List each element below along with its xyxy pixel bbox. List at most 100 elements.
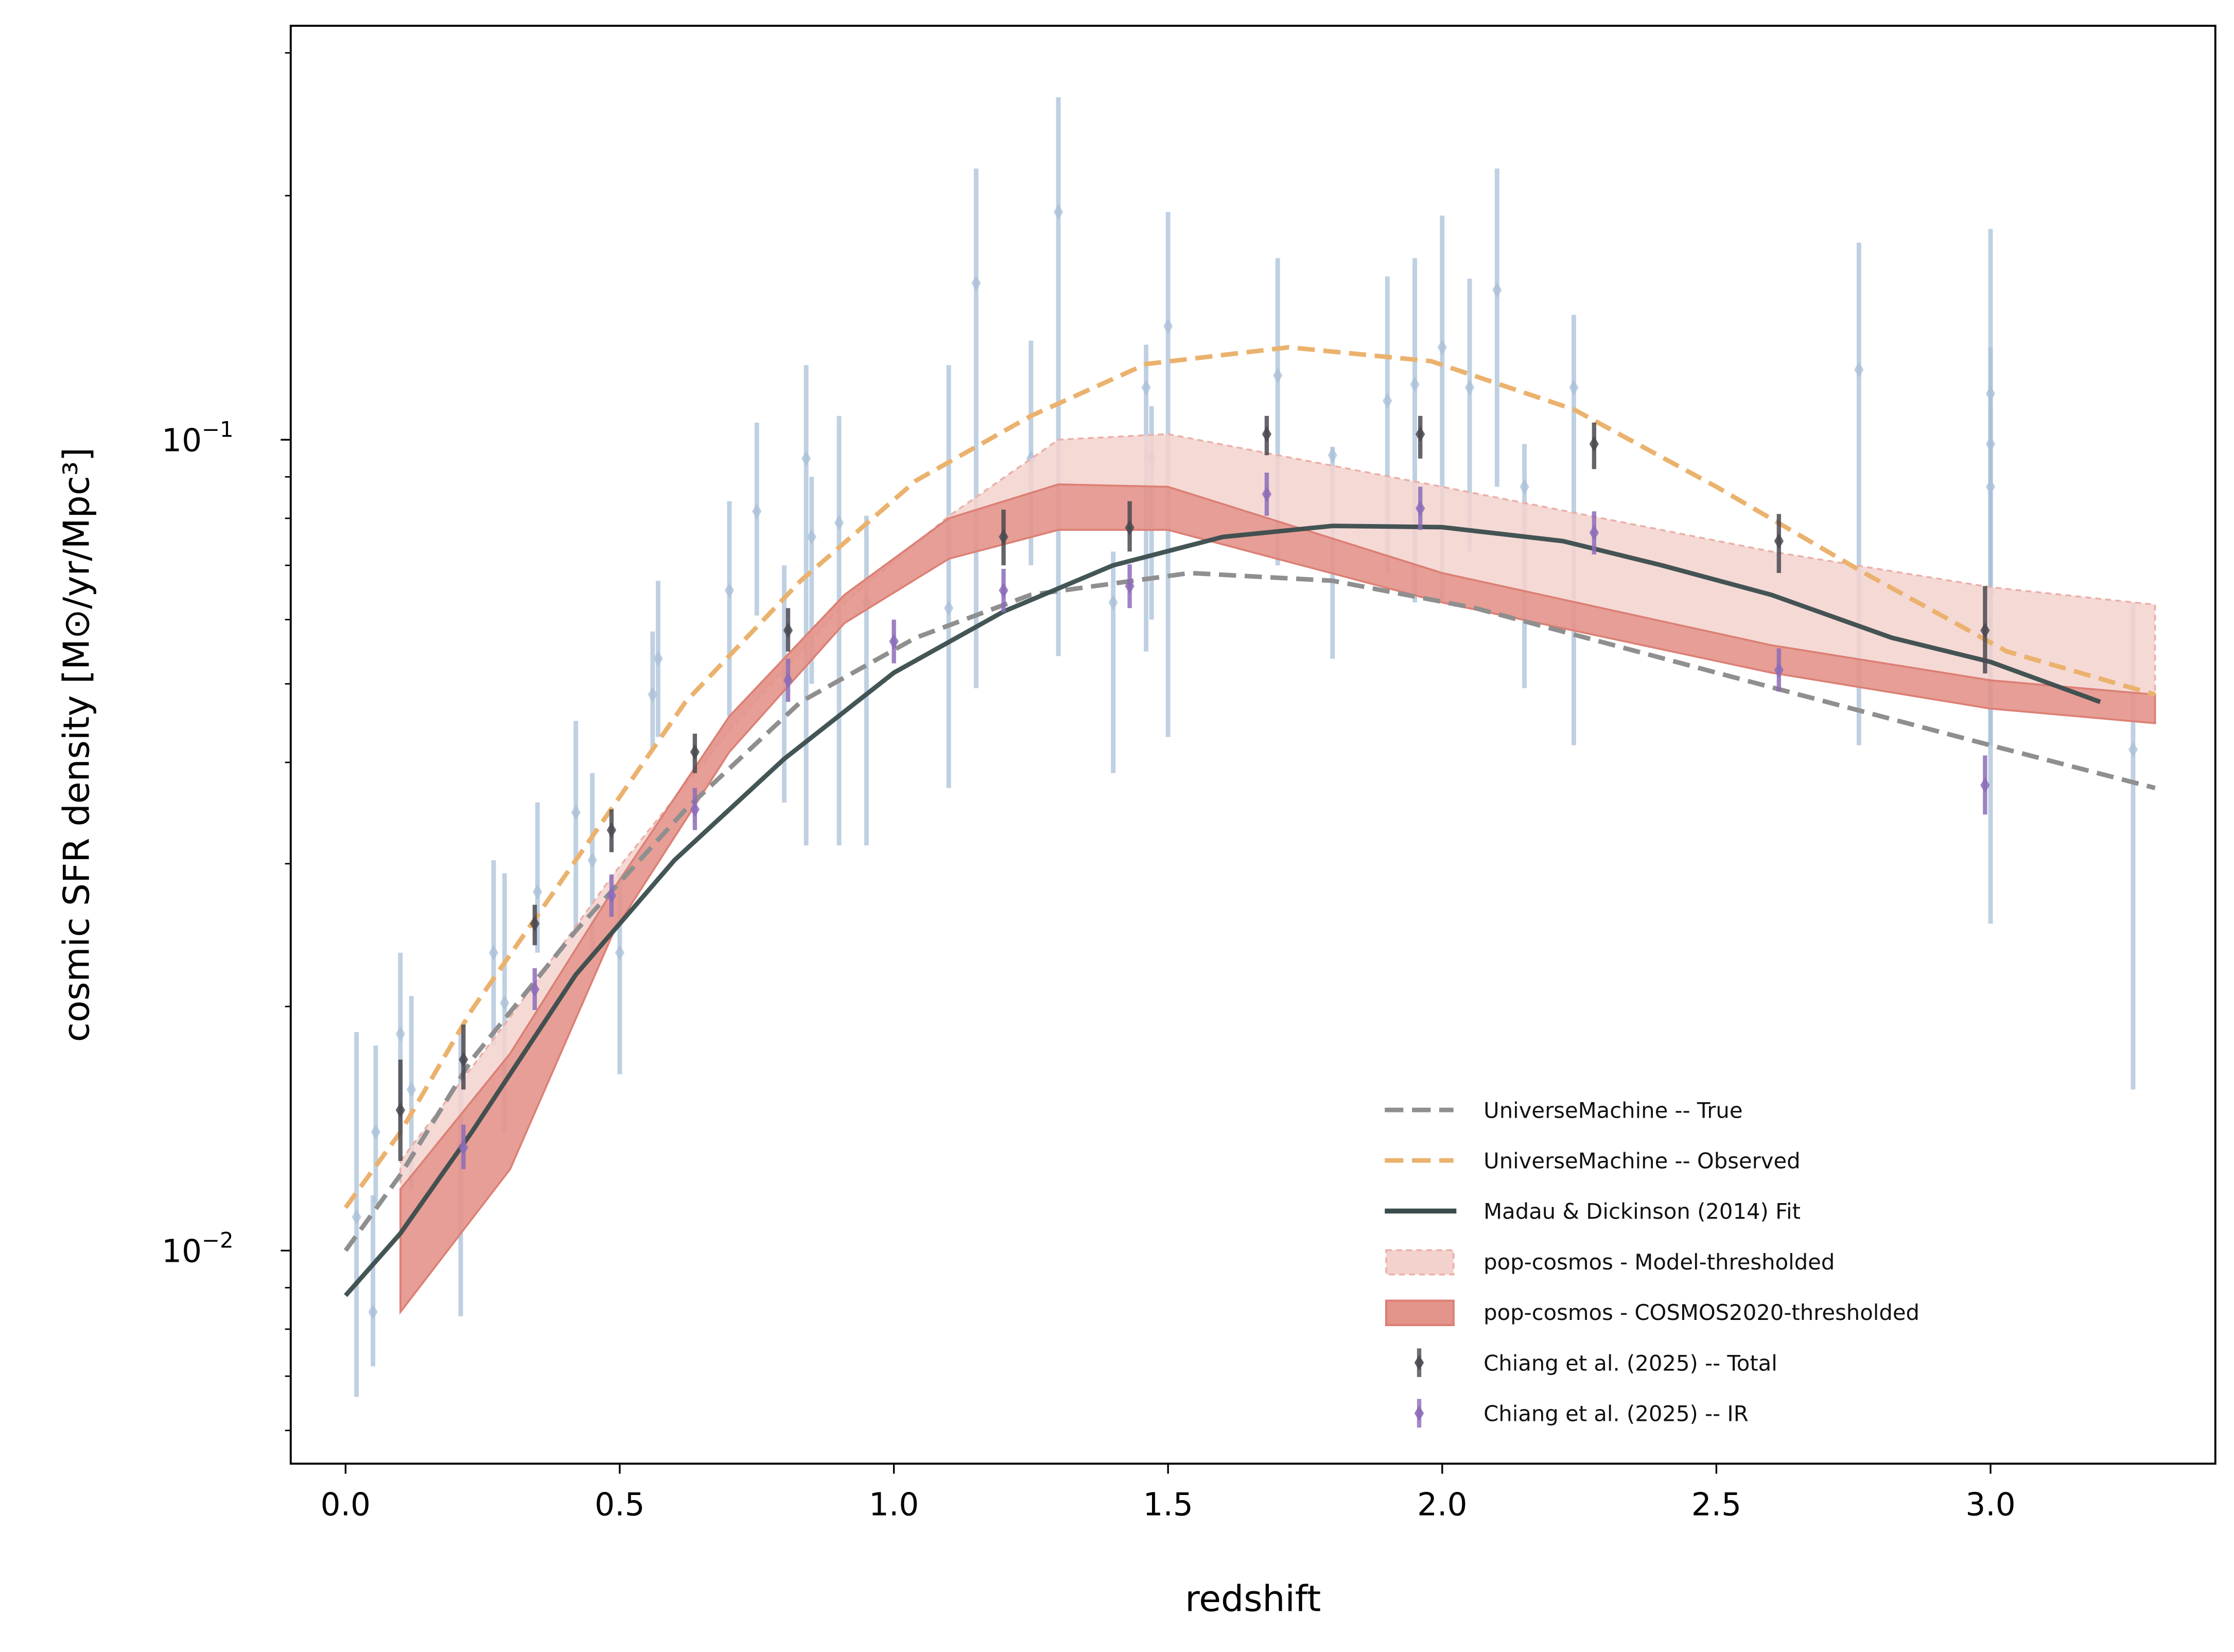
chiang-ir-point-marker <box>1262 486 1272 502</box>
legend-label: Chiang et al. (2025) -- Total <box>1483 1350 1777 1376</box>
chiang-ir-point-marker <box>459 1139 468 1156</box>
legend-label: pop-cosmos - Model-thresholded <box>1483 1249 1835 1275</box>
chiang-total-point-marker <box>1125 519 1135 536</box>
legend-label: Chiang et al. (2025) -- IR <box>1483 1401 1749 1427</box>
compilation-point-marker <box>500 995 510 1011</box>
compilation-point-marker <box>1437 339 1447 356</box>
compilation-point <box>801 365 811 846</box>
x-tick-label: 0.0 <box>321 1486 371 1523</box>
compilation-point-marker <box>2128 741 2138 758</box>
chiang-ir-point-marker <box>1980 777 1990 793</box>
legend: UniverseMachine -- True UniverseMachine -… <box>1385 1098 1919 1428</box>
compilation-point <box>1492 168 1502 487</box>
legend-patch-icon <box>1385 1249 1455 1276</box>
chiang-ir-point <box>1980 755 1990 815</box>
chiang-total-point <box>1416 415 1425 459</box>
legend-diamond-icon <box>1414 1354 1424 1371</box>
compilation-point-marker <box>944 600 954 616</box>
chiang-total-point-marker <box>606 822 617 838</box>
legend-item: UniverseMachine -- Observed <box>1385 1149 1801 1174</box>
compilation-point-marker <box>1569 379 1579 395</box>
legend-item: Madau & Dickinson (2014) Fit <box>1385 1199 1801 1224</box>
compilation-point-marker <box>653 651 663 667</box>
x-tick-label: 2.0 <box>1417 1486 1467 1523</box>
chiang-total-point <box>459 1024 468 1090</box>
legend-label: UniverseMachine -- True <box>1483 1098 1742 1123</box>
legend-label: UniverseMachine -- Observed <box>1483 1149 1800 1174</box>
compilation-point-marker <box>1410 376 1420 393</box>
compilation-point-marker <box>801 450 811 467</box>
universemachine-observed-line <box>343 345 2156 1209</box>
legend-item: pop-cosmos - COSMOS2020-thresholded <box>1385 1299 1919 1326</box>
madau-dickinson-fit-line <box>344 524 2101 1297</box>
compilation-point-marker <box>1108 594 1118 611</box>
compilation-point-marker <box>1141 379 1151 395</box>
chiang-total-point <box>1980 586 1990 674</box>
y-tick-label: 10−2 <box>162 1228 233 1270</box>
compilation-point <box>371 1045 381 1205</box>
compilation-point-marker <box>1053 204 1063 220</box>
chiang-total-point <box>1125 501 1135 552</box>
chiang-total-point <box>606 809 617 853</box>
compilation-point-marker <box>1163 318 1173 335</box>
x-tick-label: 1.5 <box>1143 1486 1193 1523</box>
cosmos2020-thresholded-band <box>399 483 2156 1315</box>
compilation-point <box>532 802 543 953</box>
chiang-total-point-marker <box>395 1102 406 1118</box>
legend-patch-icon <box>1385 1299 1455 1326</box>
chiang-ir-point-marker <box>889 633 899 650</box>
axes-frame <box>289 25 2216 1465</box>
compilation-point-marker <box>532 884 543 900</box>
axis-ticks: 0.0 0.5 1.0 1.5 2.0 2.5 3.0 10−2 10−1 <box>162 52 2016 1523</box>
x-tick-label: 3.0 <box>1965 1486 2015 1523</box>
chiang-ir-point <box>1125 564 1135 608</box>
legend-item: pop-cosmos - Model-thresholded <box>1385 1249 1835 1276</box>
legend-diamond-icon <box>1414 1405 1424 1421</box>
legend-item: Chiang et al. (2025) -- Total <box>1414 1348 1777 1377</box>
chiang-total-point-marker <box>459 1051 468 1068</box>
chiang-ir-point <box>459 1124 468 1170</box>
compilation-point-marker <box>1273 368 1283 384</box>
chiang-ir-point <box>606 874 617 917</box>
compilation-point-marker <box>1520 479 1529 495</box>
chiang-total-point-marker <box>1262 426 1272 442</box>
legend-item: UniverseMachine -- True <box>1385 1098 1743 1123</box>
compilation-point-marker <box>1383 393 1392 409</box>
chiang-total-point-marker <box>1416 426 1425 442</box>
compilation-point-marker <box>488 945 499 961</box>
universemachine-true-line <box>343 570 2156 1252</box>
chiang-total-point <box>1262 415 1272 456</box>
compilation-point <box>653 581 663 737</box>
chiang-ir-point-marker <box>1125 578 1135 594</box>
legend-item: Chiang et al. (2025) -- IR <box>1414 1399 1749 1428</box>
chiang-ir-point <box>1262 472 1272 516</box>
legend-label: Madau & Dickinson (2014) Fit <box>1483 1199 1801 1224</box>
compilation-point-marker <box>395 1026 406 1042</box>
x-tick-label: 0.5 <box>595 1486 644 1523</box>
y-axis-label: cosmic SFR density [M⊙/yr/Mpc³] <box>56 447 98 1042</box>
chiang-ir-point-marker <box>606 888 617 904</box>
x-tick-label: 2.5 <box>1691 1486 1741 1523</box>
compilation-point <box>724 501 735 717</box>
chiang-ir-point <box>1416 486 1425 530</box>
compilation-point <box>488 860 499 1046</box>
y-tick-label: 10−1 <box>162 417 233 459</box>
compilation-point <box>944 365 954 788</box>
compilation-point-marker <box>371 1124 381 1140</box>
chiang-ir-point-marker <box>1416 500 1425 516</box>
x-tick-label: 1.0 <box>869 1486 919 1523</box>
chiang-ir-point-marker <box>1774 662 1784 678</box>
x-axis-label: redshift <box>1185 1578 1321 1620</box>
chiang-total-point-marker <box>1980 622 1990 638</box>
chiang-ir-point <box>889 619 899 664</box>
compilation-point <box>571 721 581 931</box>
plot-area <box>343 97 2156 1397</box>
compilation-point-marker <box>406 1082 416 1098</box>
compilation-point-marker <box>724 582 735 599</box>
compilation-point-marker <box>1492 282 1502 298</box>
chiang-total-point <box>1589 422 1599 469</box>
chiang-ir-point <box>1774 648 1784 692</box>
compilation-point <box>1053 97 1063 656</box>
